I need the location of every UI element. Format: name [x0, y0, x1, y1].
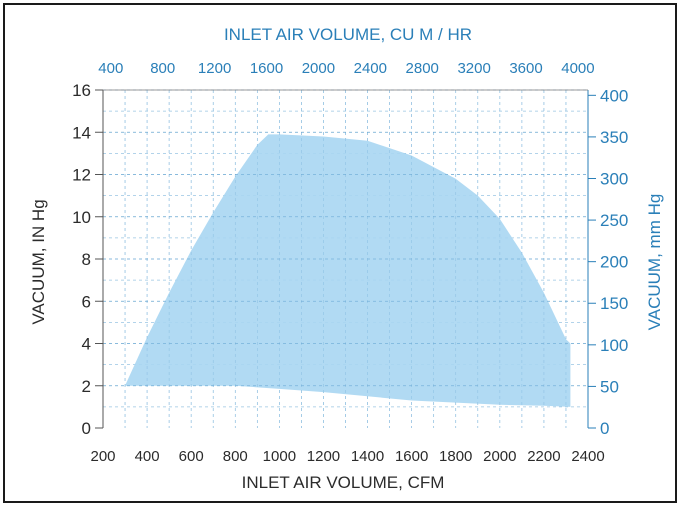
y2-tick-label: 400 [600, 86, 628, 105]
x2-tick-label: 800 [150, 60, 175, 77]
y2-tick-label: 50 [600, 377, 619, 396]
x2-tick-label: 3200 [457, 60, 490, 77]
y-tick-label: 12 [72, 166, 91, 185]
y2-tick-label: 350 [600, 128, 628, 147]
x-tick-label: 1800 [439, 448, 472, 465]
x-tick-label: 800 [223, 448, 248, 465]
x-tick-label: 1600 [395, 448, 428, 465]
y-tick-label: 6 [82, 292, 91, 311]
x2-tick-label: 2400 [354, 60, 387, 77]
y2-axis-title: VACUUM, mm Hg [645, 194, 664, 331]
x-tick-label: 2000 [483, 448, 516, 465]
x-tick-label: 1400 [351, 448, 384, 465]
x-tick-label: 400 [135, 448, 160, 465]
y-tick-label: 16 [72, 81, 91, 100]
y-tick-label: 14 [72, 123, 91, 142]
axes [95, 89, 596, 429]
y2-tick-label: 150 [600, 294, 628, 313]
x-tick-label: 1000 [263, 448, 296, 465]
performance-area [103, 90, 588, 428]
y2-tick-label: 300 [600, 169, 628, 188]
y-tick-label: 2 [82, 377, 91, 396]
y-tick-label: 0 [82, 419, 91, 438]
x2-tick-label: 400 [98, 60, 123, 77]
x-tick-label: 1200 [307, 448, 340, 465]
x2-tick-label: 2000 [302, 60, 335, 77]
x2-axis-title: INLET AIR VOLUME, CU M / HR [224, 25, 472, 44]
y2-tick-label: 250 [600, 211, 628, 230]
x-tick-label: 600 [179, 448, 204, 465]
y-axis-title: VACUUM, IN Hg [29, 199, 48, 324]
x2-tick-label: 1200 [198, 60, 231, 77]
y2-tick-label: 100 [600, 336, 628, 355]
x2-tick-label: 2800 [406, 60, 439, 77]
tick-labels: 200 400 600 800 1000 1200 1400 1600 1800 2000 2200… [72, 60, 628, 465]
x2-tick-label: 1600 [250, 60, 283, 77]
x-tick-label: 2200 [527, 448, 560, 465]
performance-envelope [125, 134, 571, 407]
x-tick-label: 200 [90, 448, 115, 465]
y2-tick-label: 200 [600, 253, 628, 272]
x2-tick-label: 3600 [509, 60, 542, 77]
x2-tick-label: 4000 [561, 60, 594, 77]
x-tick-label: 2400 [571, 448, 604, 465]
y-tick-label: 8 [82, 250, 91, 269]
x-axis-title: INLET AIR VOLUME, CFM [242, 473, 445, 492]
y-tick-label: 4 [82, 335, 91, 354]
y-tick-label: 10 [72, 208, 91, 227]
y2-tick-label: 0 [600, 419, 609, 438]
